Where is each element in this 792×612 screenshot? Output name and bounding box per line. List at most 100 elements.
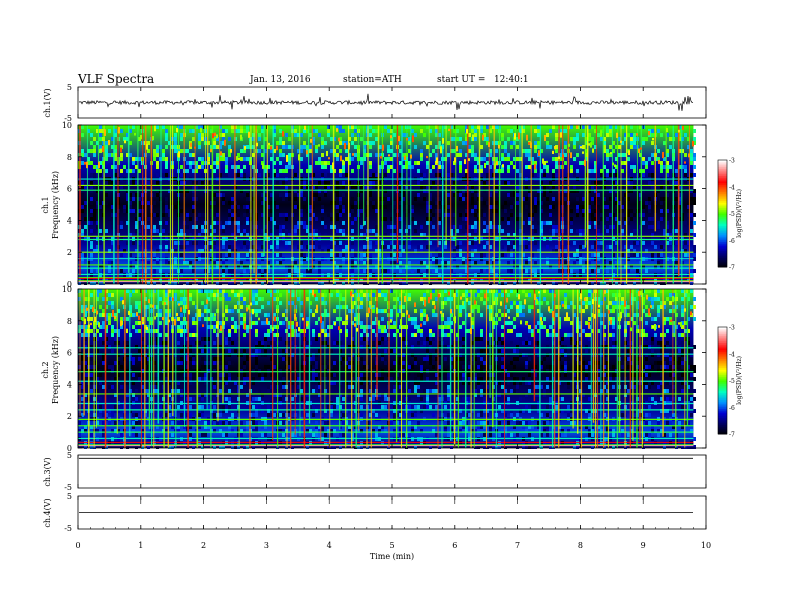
spectrogram-cell xyxy=(108,265,111,269)
spectrogram-cell xyxy=(327,429,330,433)
spectrogram-cell xyxy=(138,301,141,305)
spectrogram-cell xyxy=(156,261,159,265)
spectrogram-cell xyxy=(408,241,411,245)
spectrogram-cell xyxy=(336,125,339,129)
spectrogram-cell xyxy=(372,321,375,325)
spectrogram-cell xyxy=(192,353,195,357)
spectrogram-cell xyxy=(597,265,600,269)
spectrogram-cell xyxy=(501,253,504,257)
spectrogram-cell xyxy=(474,137,477,141)
spectrogram-cell xyxy=(222,201,225,205)
spectrogram-cell xyxy=(429,153,432,157)
spectrogram-cell xyxy=(114,429,117,433)
spectrogram-cell xyxy=(492,249,495,253)
spectrogram-cell xyxy=(321,321,324,325)
spectrogram-cell xyxy=(345,333,348,337)
spectrogram-cell xyxy=(504,201,507,205)
spectrogram-cell xyxy=(99,325,102,329)
spectrogram-cell xyxy=(123,249,126,253)
spectrogram-cell xyxy=(195,241,198,245)
spectrogram-cell xyxy=(270,146,272,150)
spectrogram-cell xyxy=(99,229,102,233)
spectrogram-cell xyxy=(423,173,426,177)
spectrogram-cell xyxy=(267,173,270,177)
spectrogram-cell xyxy=(306,317,309,321)
spectrogram-cell xyxy=(537,189,540,193)
spectrogram-cell xyxy=(642,253,645,257)
spectrogram-cell xyxy=(228,337,231,341)
spectrogram-cell xyxy=(417,161,420,165)
spectrogram-cell xyxy=(186,261,189,265)
spectrogram-cell xyxy=(255,329,258,333)
spectrogram-cell xyxy=(315,389,318,393)
spectrogram-cell xyxy=(285,241,288,245)
spectrogram-cell xyxy=(444,157,447,161)
spectrogram-cell xyxy=(135,249,138,253)
spectrogram-cell xyxy=(585,149,588,153)
spectrogram-cell xyxy=(219,173,222,177)
spectrogram-cell xyxy=(580,146,582,149)
spectrogram-cell xyxy=(486,153,489,157)
spectrogram-cell xyxy=(501,169,504,173)
spectrogram-cell xyxy=(354,201,357,205)
ch1-spectrogram-image xyxy=(78,125,696,285)
spectrogram-cell xyxy=(630,145,633,149)
spectrogram-cell xyxy=(144,353,147,357)
spectrogram-cell xyxy=(138,373,141,377)
spectrogram-cell xyxy=(564,129,567,133)
spectrogram-cell xyxy=(207,317,210,321)
colorbar-segment xyxy=(718,167,727,170)
spectrogram-cell xyxy=(201,165,204,169)
spectrogram-cell xyxy=(420,149,423,153)
spectrogram-cell xyxy=(201,157,204,161)
spectrogram-cell xyxy=(105,145,108,149)
spectrogram-cell xyxy=(195,385,198,389)
spectrogram-cell xyxy=(273,253,276,257)
spectrogram-cell xyxy=(291,433,294,437)
spectrogram-cell xyxy=(369,369,372,373)
spectrogram-cell xyxy=(312,373,315,377)
spectrogram-cell xyxy=(402,249,405,253)
spectrogram-cell xyxy=(153,305,156,309)
spectrogram-cell xyxy=(444,245,447,249)
spectrogram-cell xyxy=(594,145,597,149)
spectrogram-cell xyxy=(489,225,492,229)
spectrogram-cell xyxy=(261,245,264,249)
spectrogram-cell xyxy=(408,201,411,205)
spectrogram-cell xyxy=(384,269,387,273)
spectrogram-cell xyxy=(414,385,417,389)
spectrogram-cell xyxy=(339,213,342,217)
spectrogram-cell xyxy=(99,185,102,189)
spectrogram-cell xyxy=(375,241,378,245)
ch1-waveform-ylabel: ch.1(V) xyxy=(43,88,52,117)
spectrogram-cell xyxy=(312,405,315,409)
spectrogram-cell xyxy=(153,345,156,349)
spectrogram-cell xyxy=(504,209,507,213)
colorbar-segment xyxy=(718,163,727,166)
spectrogram-cell xyxy=(393,325,396,329)
spectrogram-cell xyxy=(288,145,291,149)
spectrogram-cell xyxy=(399,269,402,273)
spectrogram-cell xyxy=(105,325,108,329)
spectrogram-cell xyxy=(180,361,183,365)
spectrogram-cell xyxy=(129,409,132,413)
spectrogram-cell xyxy=(552,150,554,154)
spectrogram-cell xyxy=(135,225,138,229)
spectrogram-cell xyxy=(330,445,333,449)
spectrogram-cell xyxy=(240,369,243,373)
spectrogram-cell xyxy=(306,185,309,189)
spectrogram-cell xyxy=(171,281,174,285)
spectrogram-cell xyxy=(288,157,291,161)
spectrogram-cell xyxy=(675,181,678,185)
spectrogram-cell xyxy=(423,197,426,201)
spectrogram-cell xyxy=(78,281,81,285)
spectrogram-cell xyxy=(348,161,351,165)
spectrogram-cell xyxy=(282,225,285,229)
spectrogram-cell xyxy=(492,161,495,165)
spectrogram-cell xyxy=(285,193,288,197)
spectrogram-cell xyxy=(417,181,420,185)
spectrogram-cell xyxy=(633,241,636,245)
spectrogram-cell xyxy=(684,221,687,225)
spectrogram-cell xyxy=(327,425,330,429)
spectrogram-cell xyxy=(387,169,390,173)
